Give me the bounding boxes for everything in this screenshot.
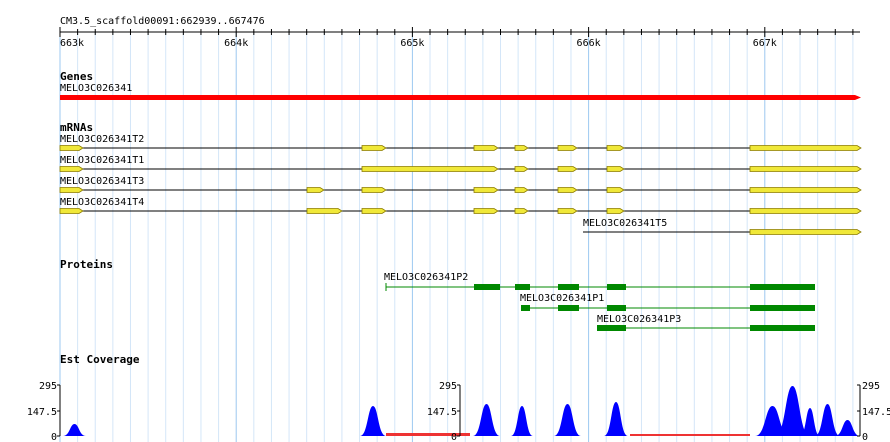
exon — [749, 229, 862, 235]
exon — [749, 187, 862, 193]
ruler-tick-label: 664k — [224, 38, 248, 49]
track-title: mRNAs — [60, 121, 93, 134]
protein-block — [521, 305, 530, 311]
scale-label: 295 — [439, 381, 457, 392]
exon — [473, 208, 499, 214]
ruler-tick-label: 663k — [60, 38, 84, 49]
protein-block — [750, 284, 815, 290]
protein-label: MELO3C026341P2 — [384, 272, 468, 283]
exon — [606, 145, 625, 151]
exon — [606, 187, 625, 193]
coverage-noise — [386, 433, 750, 436]
protein-block — [597, 325, 626, 331]
exon — [514, 187, 529, 193]
exon — [557, 166, 578, 172]
exon — [306, 187, 325, 193]
exon — [361, 166, 499, 172]
exon — [514, 145, 529, 151]
protein-block — [515, 284, 530, 290]
coverage-peak — [604, 402, 628, 436]
protein-block — [558, 284, 579, 290]
scale-label: 0 — [862, 432, 868, 442]
track-title: Genes — [60, 70, 93, 83]
protein-block — [558, 305, 579, 311]
coverage-peak — [360, 406, 386, 436]
exon — [473, 187, 499, 193]
coverage-peak — [800, 408, 820, 436]
coverage-peak — [63, 424, 86, 436]
ruler-tick-label: 665k — [400, 38, 424, 49]
exon — [749, 208, 862, 214]
mrna-label: MELO3C026341T3 — [60, 176, 144, 187]
exon — [59, 145, 84, 151]
exon — [557, 187, 578, 193]
exon — [557, 145, 578, 151]
protein-label: MELO3C026341P1 — [520, 293, 604, 304]
exon — [361, 208, 387, 214]
tracks: MELO3C026341T2 MELO3C026341T1 MELO3C026341… — [27, 134, 890, 442]
exon — [59, 187, 84, 193]
exon — [514, 208, 529, 214]
mrna-label: MELO3C026341T4 — [60, 197, 144, 208]
scale-label: 147.5 — [27, 407, 57, 418]
track-title: Est Coverage — [60, 353, 140, 366]
exon — [306, 208, 343, 214]
track-title: Proteins — [60, 258, 113, 271]
exon — [514, 166, 529, 172]
coverage-peak — [511, 406, 533, 436]
mrna-label: MELO3C026341T2 — [60, 134, 144, 145]
gene-bar — [60, 95, 861, 100]
coverage-peak — [473, 404, 500, 436]
exon — [557, 208, 578, 214]
mrna-label: MELO3C026341T5 — [583, 218, 667, 229]
scale-label: 0 — [51, 432, 57, 442]
coverage-peak — [554, 404, 581, 436]
protein-label: MELO3C026341P3 — [597, 314, 681, 325]
exon — [59, 166, 84, 172]
scale-label: 0 — [451, 432, 457, 442]
protein-block — [750, 325, 815, 331]
coverage-peak — [835, 420, 860, 436]
ruler-tick-label: 666k — [577, 38, 601, 49]
exon — [606, 166, 625, 172]
ruler-tick-label: 667k — [753, 38, 777, 49]
exon — [361, 145, 387, 151]
exon — [749, 166, 862, 172]
ruler-title: CM3.5_scaffold00091:662939..667476 — [60, 16, 265, 27]
grid — [59, 32, 854, 442]
scale-label: 295 — [862, 381, 880, 392]
protein-block — [474, 284, 500, 290]
coverage-peak — [815, 404, 840, 436]
exon — [473, 145, 499, 151]
exon — [361, 187, 387, 193]
protein-block — [607, 305, 626, 311]
scale-label: 295 — [39, 381, 57, 392]
gene-label: MELO3C026341 — [60, 83, 132, 94]
scale-label: 147.5 — [862, 407, 890, 418]
mrna-label: MELO3C026341T1 — [60, 155, 144, 166]
exon — [606, 208, 625, 214]
protein-block — [750, 305, 815, 311]
protein-block — [607, 284, 626, 290]
exon — [749, 145, 862, 151]
exon — [59, 208, 84, 214]
scale-label: 147.5 — [427, 407, 457, 418]
coverage-peak — [775, 386, 810, 436]
